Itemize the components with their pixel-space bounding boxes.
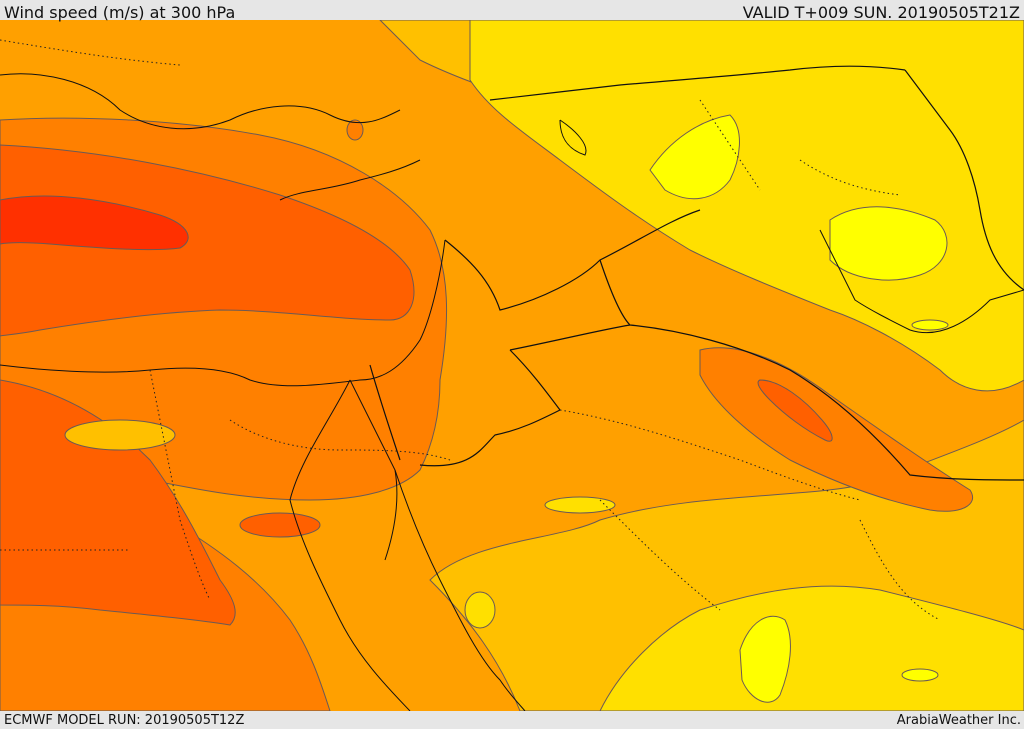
map-title: Wind speed (m/s) at 300 hPa — [4, 3, 236, 22]
credit-text: ArabiaWeather Inc. — [896, 713, 1021, 728]
band-ff3000-core — [0, 195, 189, 251]
valid-time: VALID T+009 SUN. 20190505T21Z — [742, 3, 1020, 22]
contour-cell-redsea — [544, 496, 616, 514]
band-ffff00-south — [739, 615, 791, 703]
contour-cell-yemen — [901, 668, 939, 682]
contour-cell-sinai — [239, 512, 321, 538]
province-borders — [0, 39, 941, 621]
model-run: ECMWF MODEL RUN: 20190505T12Z — [4, 713, 245, 728]
contour-cell-egypt — [64, 419, 176, 451]
map-canvas — [0, 20, 1024, 711]
band-ff6000-east-streak — [757, 379, 833, 442]
band-ffe000-ne — [469, 20, 1024, 392]
band-ff6000-jet — [0, 144, 415, 337]
country-borders — [369, 65, 1024, 481]
wind-speed-map[interactable] — [0, 20, 1024, 711]
band-ffff00-iraq — [829, 206, 948, 281]
contour-cell-gulf — [911, 319, 949, 331]
coastlines — [0, 73, 1024, 711]
contour-cell-cyprus — [346, 119, 364, 141]
contour-cell-hijaz — [464, 591, 496, 629]
band-ffff00-syria — [649, 114, 740, 200]
header-bar: Wind speed (m/s) at 300 hPa VALID T+009 … — [0, 0, 1024, 22]
footer-bar: ECMWF MODEL RUN: 20190505T12Z ArabiaWeat… — [0, 711, 1024, 729]
